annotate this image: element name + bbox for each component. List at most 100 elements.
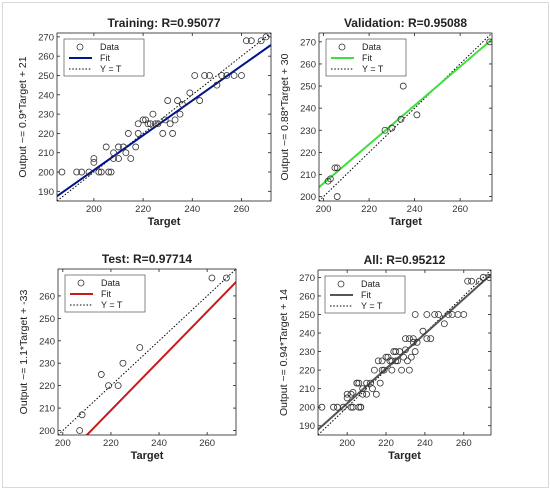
chart-4-data-point xyxy=(435,311,442,318)
chart-2-y-tick-label: 240 xyxy=(300,104,316,115)
chart-1-data-point xyxy=(115,155,122,162)
chart-3-y-tick-label: 250 xyxy=(39,314,55,325)
chart-4-data-point xyxy=(347,390,355,398)
chart-2-data-point xyxy=(486,38,492,46)
chart-4-data-point xyxy=(485,274,491,281)
chart-2-data-point xyxy=(413,111,421,119)
chart-2-data-point xyxy=(397,115,405,123)
chart-4-y-tick-label: 200 xyxy=(299,403,315,414)
chart-4-data-point xyxy=(419,327,427,335)
chart-1-data-point xyxy=(206,72,213,79)
chart-1-data-point xyxy=(223,72,231,79)
chart-4-data-point xyxy=(405,366,413,374)
chart-1-data-point xyxy=(142,116,149,124)
chart-4-data-point xyxy=(460,311,468,318)
chart-1-data-point xyxy=(85,168,93,176)
chart-4-data-point xyxy=(411,311,419,318)
chart-1-data-point xyxy=(139,116,147,124)
chart-1-data-layer xyxy=(57,33,271,201)
chart-4-data-point xyxy=(407,353,415,361)
chart-4-data-point xyxy=(392,348,400,355)
chart-1-data-point xyxy=(196,97,204,104)
chart-3-data-point xyxy=(97,371,105,378)
chart-1-data-point xyxy=(134,120,142,128)
chart-1-data-point xyxy=(144,120,152,128)
chart-1-data-point xyxy=(186,89,194,97)
chart-4-data-point xyxy=(464,277,472,285)
chart-4-data-point xyxy=(343,394,351,402)
chart-2: 200 220 240 260 200 210 220 230 240 250 260 270 Vali… xyxy=(279,16,493,228)
chart-4-data-point xyxy=(363,390,370,398)
chart-3-axes-box xyxy=(57,268,237,436)
chart-4-data-point xyxy=(374,357,382,365)
chart-4-data-point xyxy=(405,335,413,342)
chart-1-x-tick-label: 200 xyxy=(86,204,102,215)
chart-1-data-point xyxy=(120,143,127,151)
chart-4-data-point xyxy=(359,390,367,398)
chart-4-data-point xyxy=(388,366,396,374)
chart-4-y-tick-label: 230 xyxy=(299,347,315,358)
chart-1-data-point xyxy=(201,72,208,79)
chart-4-data-point xyxy=(392,357,400,365)
chart-1-y-tick-label: 250 xyxy=(38,71,54,82)
chart-3-identity-line xyxy=(58,269,236,435)
chart-4-data-point xyxy=(378,357,386,365)
chart-3-title: Test: R=0.97714 xyxy=(102,252,192,266)
chart-4-data-point xyxy=(398,366,405,374)
chart-3: 200 220 240 260 200 210 220 230 240 250 260 Test: R… xyxy=(18,252,237,462)
chart-1-data-point xyxy=(73,168,81,176)
chart-1-x-tick-label: 220 xyxy=(135,204,151,215)
chart-4-data-point xyxy=(475,277,483,285)
chart-2-identity-line xyxy=(319,33,492,201)
chart-4-data-point xyxy=(372,390,380,398)
chart-1-data-point xyxy=(97,168,105,176)
chart-3-y-tick-label: 210 xyxy=(39,404,55,415)
chart-3-legend-label: Fit xyxy=(101,289,111,299)
chart-1-data-point xyxy=(238,72,245,79)
chart-4-x-tick-label: 240 xyxy=(417,438,433,449)
chart-1-data-point xyxy=(166,120,174,128)
chart-1-data-point xyxy=(147,120,154,128)
chart-2-x-tick-label: 220 xyxy=(361,204,377,215)
chart-3-data-point xyxy=(136,344,144,351)
chart-4-data-point xyxy=(380,366,388,374)
chart-2-data-point xyxy=(381,126,389,134)
chart-4-data-point xyxy=(347,403,355,411)
chart-4-legend-label: Fit xyxy=(361,290,371,300)
chart-2-data-layer xyxy=(319,33,492,201)
chart-3-x-label: Target xyxy=(131,450,164,462)
chart-2-y-label: Output ~= 0.88*Target + 30 xyxy=(279,53,291,180)
chart-4-x-tick-label: 220 xyxy=(378,438,394,449)
chart-4-x-tick-label: 200 xyxy=(339,438,355,449)
chart-4-data-point xyxy=(431,311,439,318)
chart-4-legend-data-marker xyxy=(337,280,345,288)
chart-1-data-point xyxy=(164,97,172,104)
chart-1-data-point xyxy=(127,155,135,162)
chart-4-y-tick-label: 260 xyxy=(299,291,315,302)
chart-4-data-point xyxy=(402,346,409,354)
chart-1-data-point xyxy=(149,110,157,118)
chart-1-fit-line xyxy=(57,44,271,197)
chart-4-data-point xyxy=(468,277,475,285)
chart-1-data-point xyxy=(230,72,238,79)
chart-1-data-point xyxy=(257,37,265,45)
chart-2-fit-line xyxy=(319,38,492,188)
chart-1-data-point xyxy=(115,143,122,151)
chart-4-data-point xyxy=(409,335,417,342)
chart-1-data-point xyxy=(78,168,85,176)
chart-3-x-tick-label: 220 xyxy=(103,438,119,449)
chart-2-title: Validation: R=0.95088 xyxy=(344,16,467,30)
chart-4-data-point xyxy=(359,385,367,393)
chart-4-data-point xyxy=(363,379,370,387)
chart-4-y-tick-label: 250 xyxy=(299,310,315,321)
chart-3-data-point xyxy=(78,411,86,419)
chart-1-legend-label: Fit xyxy=(100,53,110,63)
chart-1-data-point xyxy=(154,120,162,128)
chart-2-legend-label: Data xyxy=(362,42,381,52)
chart-1-y-tick-label: 190 xyxy=(38,187,54,198)
chart-4-data-point xyxy=(376,379,384,387)
chart-4-x-label: Target xyxy=(388,450,421,462)
chart-2-y-tick-label: 220 xyxy=(300,148,316,159)
chart-2-data-point xyxy=(388,124,396,132)
